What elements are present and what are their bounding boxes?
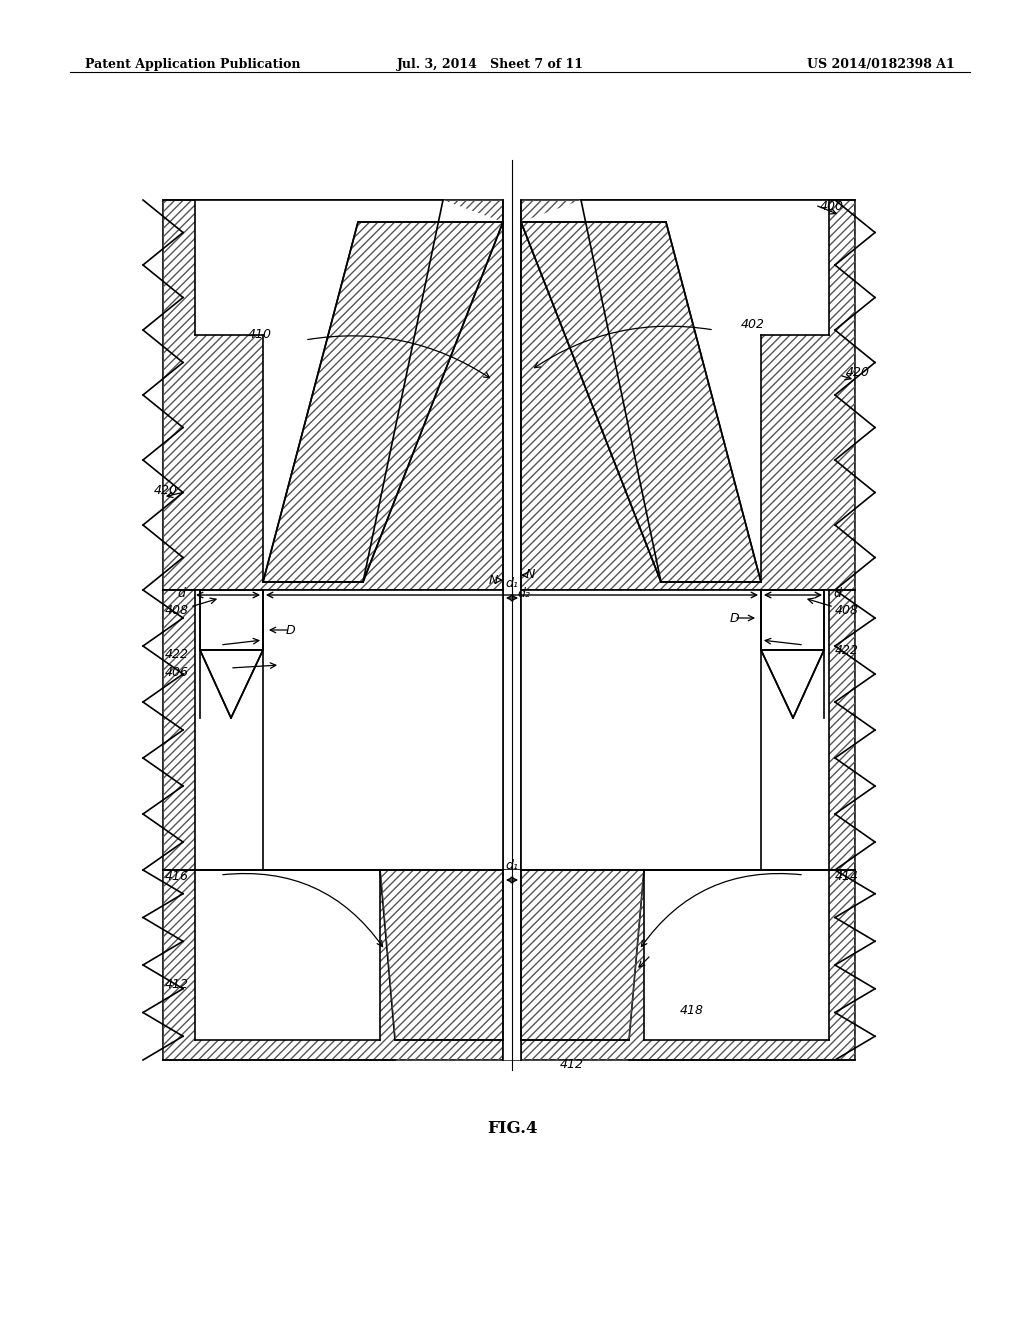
Polygon shape	[521, 201, 855, 590]
Text: N: N	[526, 569, 536, 582]
Text: d: d	[834, 587, 841, 601]
Polygon shape	[263, 590, 503, 870]
Text: Jul. 3, 2014   Sheet 7 of 11: Jul. 3, 2014 Sheet 7 of 11	[396, 58, 584, 71]
Polygon shape	[521, 590, 761, 870]
Text: 410: 410	[248, 329, 272, 342]
Text: 414: 414	[835, 870, 859, 883]
Polygon shape	[761, 649, 824, 718]
Polygon shape	[163, 201, 503, 590]
Text: d₁: d₁	[506, 859, 518, 873]
Text: US 2014/0182398 A1: US 2014/0182398 A1	[807, 58, 955, 71]
Polygon shape	[521, 201, 829, 582]
Text: 402: 402	[741, 318, 765, 331]
Text: d: d	[177, 587, 185, 601]
Polygon shape	[761, 590, 829, 870]
Polygon shape	[200, 590, 263, 649]
Text: d₂: d₂	[517, 587, 529, 601]
Text: 412: 412	[560, 1059, 584, 1072]
Polygon shape	[521, 222, 761, 582]
Polygon shape	[761, 590, 824, 649]
Text: 422: 422	[835, 644, 859, 656]
Text: 420: 420	[846, 367, 870, 380]
Text: Patent Application Publication: Patent Application Publication	[85, 58, 300, 71]
Text: d₁: d₁	[506, 577, 518, 590]
Text: FIG.4: FIG.4	[486, 1119, 538, 1137]
Polygon shape	[521, 870, 855, 1060]
Text: 418: 418	[680, 1003, 705, 1016]
Polygon shape	[163, 590, 503, 870]
Polygon shape	[200, 649, 263, 718]
Polygon shape	[380, 870, 503, 1040]
Polygon shape	[503, 870, 521, 1060]
Polygon shape	[644, 870, 829, 1040]
Text: 422: 422	[165, 648, 189, 661]
Text: D: D	[286, 623, 295, 636]
Text: 408: 408	[165, 603, 189, 616]
Polygon shape	[521, 590, 855, 870]
Polygon shape	[521, 870, 644, 1040]
Text: 420: 420	[154, 483, 178, 496]
Text: D: D	[729, 611, 738, 624]
Text: 400: 400	[820, 201, 844, 213]
Text: 408: 408	[835, 603, 859, 616]
Polygon shape	[163, 870, 503, 1060]
Polygon shape	[503, 870, 521, 1060]
Polygon shape	[195, 590, 263, 870]
Text: 406: 406	[165, 665, 189, 678]
Text: 412: 412	[165, 978, 189, 991]
Text: N: N	[488, 573, 498, 586]
Polygon shape	[195, 870, 380, 1040]
Polygon shape	[263, 222, 503, 582]
Text: 416: 416	[165, 870, 189, 883]
Polygon shape	[195, 201, 503, 582]
